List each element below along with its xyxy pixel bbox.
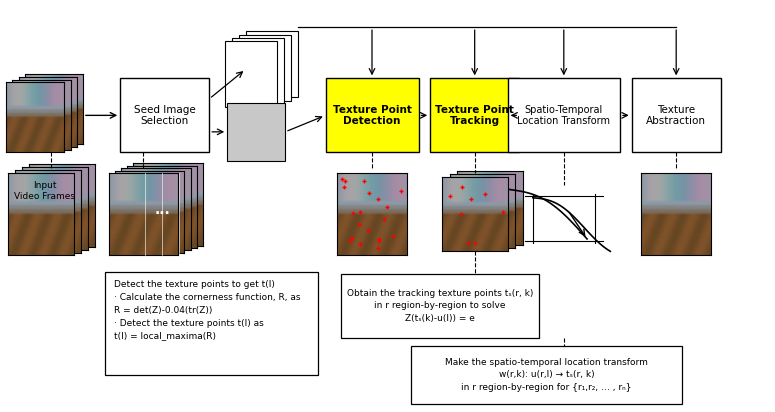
Bar [411, 346, 682, 404]
Bar [232, 38, 284, 104]
Bar [225, 41, 277, 107]
Bar [246, 31, 298, 97]
Text: Make the spatio-temporal location transform
w(r,k): u(r,l) → tₛ(r, k)
in r regio: Make the spatio-temporal location transf… [445, 358, 648, 392]
Bar [326, 78, 419, 152]
Bar [430, 78, 519, 152]
Bar [508, 78, 620, 152]
Bar [239, 35, 291, 101]
Text: Spatio-Temporal
Location Transform: Spatio-Temporal Location Transform [518, 105, 611, 126]
Text: Texture Point
Detection: Texture Point Detection [332, 105, 412, 126]
Bar [632, 78, 721, 152]
Text: Detect the texture points to get t(l)
· Calculate the cornerness function, R, as: Detect the texture points to get t(l) · … [114, 280, 301, 341]
Bar [341, 274, 539, 338]
Text: Obtain the tracking texture points tₛ(r, k)
in r region-by-region to solve
Z(tₛ(: Obtain the tracking texture points tₛ(r,… [346, 288, 533, 323]
Text: Seed Image
Selection: Seed Image Selection [134, 105, 195, 126]
Bar [227, 103, 285, 161]
Text: Input
Video Frames: Input Video Frames [15, 181, 75, 201]
Bar [105, 272, 318, 375]
Text: Texture
Abstraction: Texture Abstraction [646, 105, 706, 126]
Text: ...: ... [155, 203, 170, 217]
Bar [120, 78, 209, 152]
Text: Texture Point
Tracking: Texture Point Tracking [436, 105, 514, 126]
